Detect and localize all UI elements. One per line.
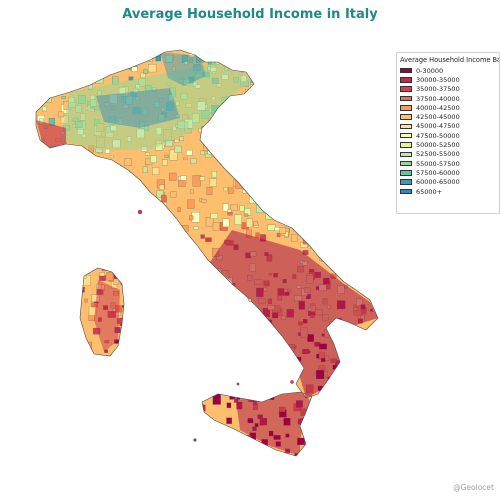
legend-item: 40000-42500 (397, 103, 499, 112)
legend-item: 50000-52500 (397, 140, 499, 149)
legend-label: 55000-57500 (416, 159, 460, 168)
island-pantelleria (193, 438, 197, 442)
legend-label: 30000-35000 (416, 75, 460, 84)
legend-swatch (400, 123, 412, 130)
legend-rows: 0-30000 30000-35000 35000-37500 37500-40000… (397, 66, 499, 196)
legend-swatch (400, 151, 412, 158)
legend-item: 42500-45000 (397, 112, 499, 121)
legend-label: 57500-60000 (416, 168, 460, 177)
island-ischia (248, 298, 252, 302)
legend-label: 65000+ (416, 187, 443, 196)
legend-swatch (400, 114, 412, 120)
legend-label: 47500-50000 (416, 131, 460, 140)
legend-swatch (400, 67, 412, 74)
legend-swatch (400, 170, 412, 176)
legend-label: 0-30000 (416, 66, 444, 75)
legend-item: 52500-55000 (397, 150, 499, 159)
legend-swatch (400, 179, 412, 185)
legend-swatch (400, 77, 412, 83)
legend-label: 52500-55000 (416, 150, 460, 159)
island-lipari (290, 380, 294, 384)
legend-item: 45000-47500 (397, 122, 499, 131)
legend-swatch (400, 188, 412, 195)
legend-item: 55000-57500 (397, 159, 499, 168)
legend-swatch (400, 86, 412, 92)
south-low-income-zone (210, 230, 378, 398)
legend-item: 57500-60000 (397, 168, 499, 177)
legend-swatch (400, 160, 412, 167)
map-title: Average Household Income in Italy (122, 7, 378, 22)
sicily-low-income-zone (236, 392, 310, 456)
legend-item: 37500-40000 (397, 94, 499, 103)
legend-item: 35000-37500 (397, 85, 499, 94)
legend-label: 45000-47500 (416, 122, 460, 131)
legend-item: 65000+ (397, 187, 499, 196)
legend-swatch (400, 105, 412, 111)
legend-item: 60000-65000 (397, 178, 499, 187)
legend-label: 42500-45000 (416, 113, 460, 122)
legend-label: 37500-40000 (416, 94, 460, 103)
north-high-income-zone (60, 60, 252, 150)
legend: Average Household Income Band 0-30000 300… (396, 52, 500, 214)
legend-label: 60000-65000 (416, 178, 460, 187)
island-elba (137, 209, 143, 215)
alpine-high-income-zone (160, 52, 206, 86)
milan-highest-income-zone (96, 88, 180, 128)
ligurian-coast-low-income-zone (36, 120, 66, 148)
legend-item: 30000-35000 (397, 75, 499, 84)
coastline-outline (35, 49, 379, 457)
legend-swatch (400, 142, 412, 148)
legend-item: 47500-50000 (397, 131, 499, 140)
island-ustica (236, 382, 240, 386)
legend-title: Average Household Income Band (400, 56, 500, 64)
legend-item: 0-30000 (397, 66, 499, 75)
sardinia-low-income-zone (94, 280, 120, 352)
legend-label: 35000-37500 (416, 85, 460, 94)
credit-text: @Geolocet (453, 483, 494, 492)
legend-label: 50000-52500 (416, 141, 460, 150)
legend-swatch (400, 95, 412, 102)
legend-label: 40000-42500 (416, 103, 460, 112)
legend-swatch (400, 132, 412, 139)
